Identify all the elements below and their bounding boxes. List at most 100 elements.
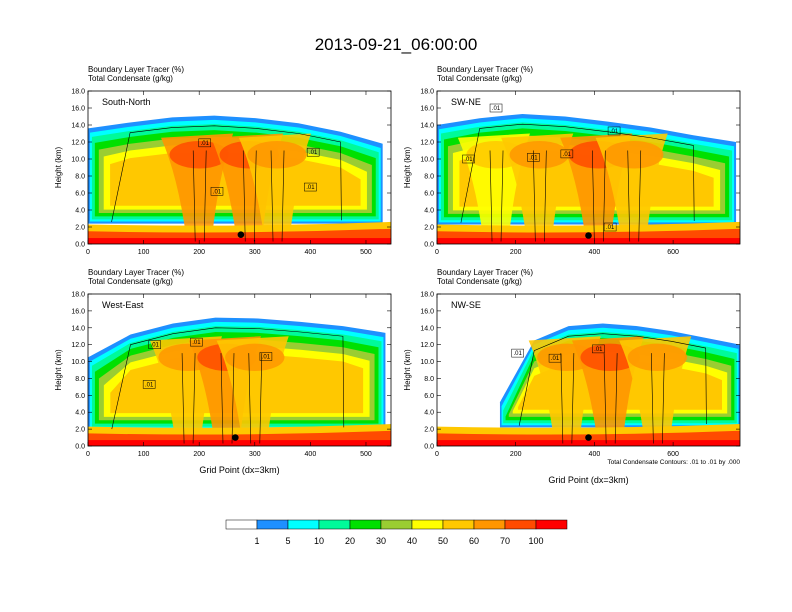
contour-label-box [462,154,475,164]
y-tick-label: 0.0 [75,444,85,451]
y-tick-label: 6.0 [75,191,85,198]
panel-subtitle-line: Total Condensate (g/kg) [437,277,522,286]
x-tick-label: 400 [305,249,317,256]
y-tick-label: 2.0 [424,225,434,232]
panel-subtitle-line: Total Condensate (g/kg) [437,74,522,83]
colorbar-swatch [225,519,258,530]
x-tick-label: 400 [589,249,601,256]
colorbar-label: 40 [407,536,417,546]
colorbar-label: 10 [314,536,324,546]
x-tick-label: 0 [86,249,90,256]
colorbar-label: 5 [285,536,290,546]
contour-label: .01 [529,155,538,161]
y-tick-label: 6.0 [75,393,85,400]
colorbar-swatch [380,519,413,530]
core-anvil [247,140,307,169]
contour-label-box [148,340,161,349]
y-tick-label: 16.0 [71,308,85,315]
x-tick-label: 200 [510,249,522,256]
field-shading [88,294,391,446]
x-tick-label: 200 [510,451,522,458]
figure-title: 2013-09-21_06:00:00 [315,35,478,54]
contour-label: .01 [464,157,473,163]
panel-label: West-East [102,300,144,310]
y-tick-label: 18.0 [420,89,434,96]
x-tick-label: 400 [305,451,317,458]
contour-label: .01 [594,347,603,353]
core-anvil [627,343,688,372]
x-tick-label: 100 [138,249,150,256]
contour-label: .01 [151,343,160,349]
contour-label: .01 [492,106,501,112]
colorbar-swatch [473,519,506,530]
condensate-contour [603,353,618,444]
panel-label: NW-SE [451,300,481,310]
y-tick-label: 8.0 [75,376,85,383]
contour-label: .01 [606,225,615,231]
y-tick-label: 10.0 [420,359,434,366]
contour-label: .01 [262,354,271,360]
contour-label: .01 [213,189,222,195]
y-tick-label: 18.0 [71,292,85,299]
colorbar-swatch [318,519,351,530]
colorbar-swatch [535,519,568,530]
contour-label: .01 [201,141,210,147]
y-tick-label: 12.0 [420,140,434,147]
contour-note: Total Condensate Contours: .01 to .01 by… [607,459,740,466]
contour-label: .01 [192,340,201,346]
contour-label: .01 [551,356,560,362]
condensate-contour [518,333,707,426]
x-tick-label: 200 [193,451,205,458]
panel-subtitle-line: Boundary Layer Tracer (%) [437,268,533,277]
contour-label-box [306,147,320,157]
field-shading [88,91,391,244]
panel-2: Boundary Layer Tracer (%)Total Condensat… [403,65,741,256]
y-tick-label: 16.0 [420,308,434,315]
contour-label-box [259,352,273,361]
y-axis-label: Height (km) [403,146,412,188]
y-tick-label: 0.0 [424,444,434,451]
colorbar-label: 1 [254,536,259,546]
y-tick-label: 0.0 [424,242,434,249]
y-tick-label: 12.0 [71,140,85,147]
contour-label-box [210,187,224,196]
colorbar-swatch [504,519,537,530]
colorbar-label: 100 [528,536,543,546]
plot-frame [87,90,392,245]
condensate-contour [270,150,285,242]
y-tick-label: 0.0 [75,242,85,249]
panel-subtitle-line: Total Condensate (g/kg) [88,277,173,286]
y-tick-label: 2.0 [75,427,85,434]
contour-label: .01 [309,150,318,156]
y-tick-label: 6.0 [424,393,434,400]
core-anvil [225,343,285,372]
colorbar-swatch [411,519,444,530]
condensate-contour [560,353,575,444]
contour-label-box [142,380,156,389]
y-axis-label: Height (km) [403,349,412,391]
y-tick-label: 14.0 [71,325,85,332]
condensate-contour [220,353,235,444]
panel-1: Boundary Layer Tracer (%)Total Condensat… [54,65,392,256]
contour-label: .01 [563,152,572,158]
condensate-contour [651,353,665,444]
y-tick-label: 12.0 [71,342,85,349]
contour-label-box [527,153,540,162]
colorbar-swatch [349,519,382,530]
contour-label-box [560,149,574,159]
y-tick-label: 18.0 [71,89,85,96]
y-tick-label: 12.0 [420,342,434,349]
field-shading [437,91,740,244]
x-tick-label: 500 [360,451,372,458]
condensate-contour [592,150,606,242]
x-axis-label: Grid Point (dx=3km) [199,465,279,475]
x-tick-label: 100 [138,451,150,458]
x-axis-label: Grid Point (dx=3km) [548,475,628,485]
colorbar-label: 20 [345,536,355,546]
colorbar-label: 50 [438,536,448,546]
condensate-contour [489,150,504,242]
condensate-contour [192,150,207,242]
y-tick-label: 4.0 [75,410,85,417]
y-tick-label: 8.0 [424,376,434,383]
